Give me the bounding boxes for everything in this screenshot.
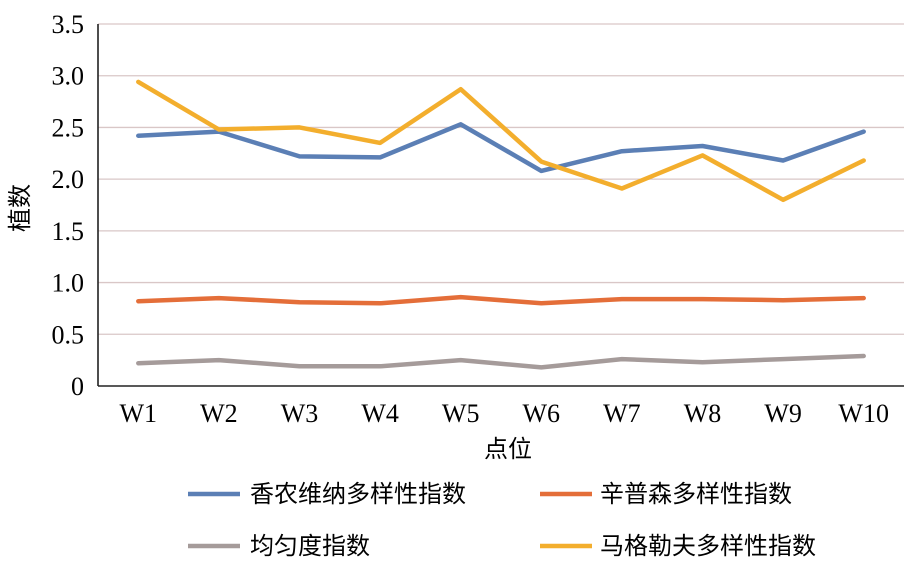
y-axis-title: 植数 xyxy=(6,184,34,232)
y-tick-label: 2.5 xyxy=(52,113,85,142)
y-tick-label: 2.0 xyxy=(52,165,85,194)
y-tick-labels: 0 0.5 1.0 1.5 2.0 2.5 3.0 3.5 xyxy=(52,10,85,401)
series-line-2 xyxy=(136,294,866,306)
x-tick-labels: W1 W2 W3 W4 W5 W6 W7 W8 W9 W10 xyxy=(120,399,889,428)
y-tick-label: 3.5 xyxy=(52,10,85,39)
legend-label: 马格勒夫多样性指数 xyxy=(600,532,816,560)
y-tick-label: 0.5 xyxy=(52,320,85,349)
y-tick-label: 1.0 xyxy=(52,269,85,298)
x-tick-label: W5 xyxy=(442,399,480,428)
series-line-1 xyxy=(136,122,866,174)
x-tick-label: W9 xyxy=(764,399,802,428)
y-tick-label: 1.5 xyxy=(52,217,85,246)
x-tick-label: W2 xyxy=(200,399,238,428)
x-tick-label: W6 xyxy=(523,399,561,428)
y-tick-label: 3.0 xyxy=(52,62,85,91)
y-tick-label: 0 xyxy=(71,372,84,401)
x-tick-label: W10 xyxy=(838,399,889,428)
series-lines xyxy=(136,79,866,370)
x-tick-label: W1 xyxy=(120,399,158,428)
series-line-3 xyxy=(136,353,866,370)
x-axis-title: 点位 xyxy=(484,435,532,463)
legend-label: 辛普森多样性指数 xyxy=(600,480,792,508)
x-tick-label: W4 xyxy=(361,399,399,428)
grid-lines xyxy=(98,23,904,335)
x-tick-label: W8 xyxy=(684,399,722,428)
axes xyxy=(97,24,904,387)
series-line-4 xyxy=(136,79,866,203)
legend-label: 均匀度指数 xyxy=(250,532,370,560)
legend-label: 香农维纳多样性指数 xyxy=(250,480,466,508)
x-tick-label: W3 xyxy=(281,399,319,428)
x-tick-label: W7 xyxy=(603,399,641,428)
